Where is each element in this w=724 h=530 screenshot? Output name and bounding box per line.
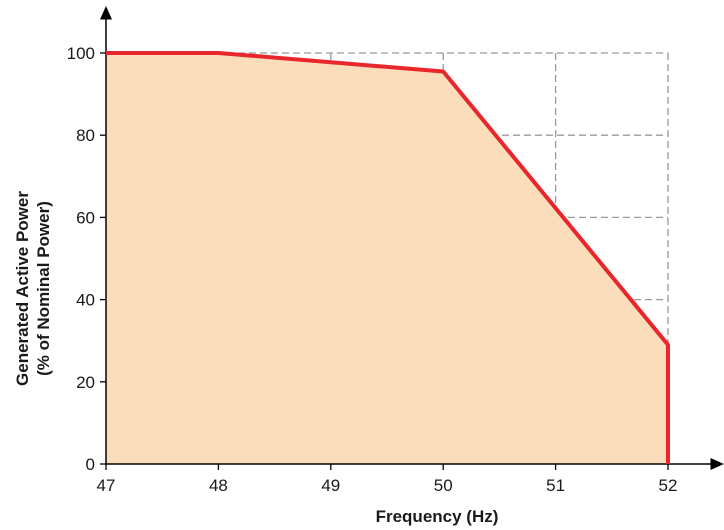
tick-labels: 47 48 49 50 51 52 0 20 40 60 80 100 [67, 44, 678, 495]
y-tick-label: 40 [76, 291, 95, 310]
series-line [106, 51, 670, 464]
y-axis-title-line: Generated Active Power [13, 191, 32, 386]
x-tick-label: 51 [546, 476, 565, 495]
series-line-layer [106, 51, 670, 464]
x-tick-label: 49 [321, 476, 340, 495]
y-tick-label: 100 [67, 44, 95, 63]
y-tick-label: 80 [76, 126, 95, 145]
x-tick-label: 47 [97, 476, 116, 495]
area-fill [106, 53, 668, 464]
axes [100, 6, 724, 470]
x-tick-label: 50 [434, 476, 453, 495]
y-axis-title: Generated Active Power (% of Nominal Powe… [13, 191, 53, 386]
y-tick-label: 60 [76, 208, 95, 227]
y-tick-label: 20 [76, 373, 95, 392]
y-axis-title-line: (% of Nominal Power) [34, 201, 53, 376]
area-layer [106, 53, 668, 464]
x-tick-label: 52 [659, 476, 678, 495]
x-tick-label: 48 [209, 476, 228, 495]
y-tick-label: 0 [86, 455, 95, 474]
x-axis-title: Frequency (Hz) [376, 507, 499, 526]
